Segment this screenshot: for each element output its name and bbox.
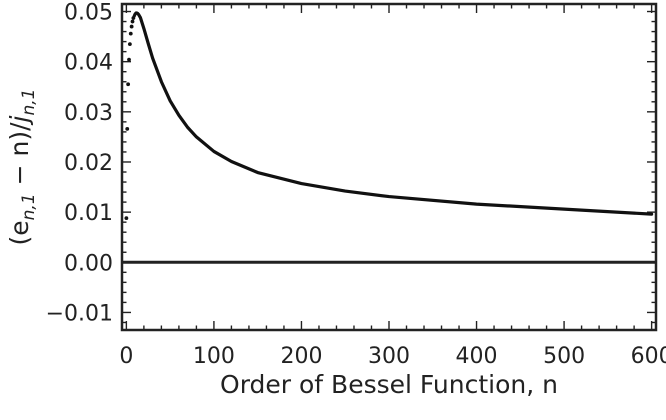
y-tick-label: 0.05	[64, 1, 113, 26]
data-point	[129, 24, 134, 29]
data-point	[128, 31, 133, 36]
x-axis-title: Order of Bessel Function, n	[220, 370, 558, 399]
y-tick-label: −0.01	[46, 301, 113, 326]
y-axis-title: (en,1 − n)/jn,1	[5, 89, 39, 246]
x-tick-label: 100	[193, 344, 235, 369]
data-point	[127, 42, 132, 47]
y-tick-label: 0.04	[64, 51, 113, 76]
data-point	[126, 82, 131, 87]
x-tick-label: 300	[368, 344, 410, 369]
data-point	[125, 126, 130, 131]
axis-ticks	[122, 4, 656, 330]
series-line	[132, 11, 654, 216]
plot-frame	[120, 2, 658, 332]
x-tick-label: 200	[280, 344, 322, 369]
y-tick-label: 0.01	[64, 201, 113, 226]
x-tick-label: 600	[631, 344, 666, 369]
x-tick-label: 0	[119, 344, 133, 369]
data-point	[127, 57, 131, 62]
data-point	[130, 19, 135, 24]
series-layer	[124, 11, 654, 221]
data-point	[124, 216, 129, 221]
y-tick-label: 0.03	[64, 101, 113, 126]
x-tick-label: 500	[543, 344, 585, 369]
tick-labels: 0 100 200 300 400 500 600 −0.01 0.00 0.01 0.02 0.03…	[46, 1, 666, 369]
y-tick-label: 0.02	[64, 151, 113, 176]
y-tick-label: 0.00	[64, 251, 113, 276]
x-tick-label: 400	[456, 344, 498, 369]
